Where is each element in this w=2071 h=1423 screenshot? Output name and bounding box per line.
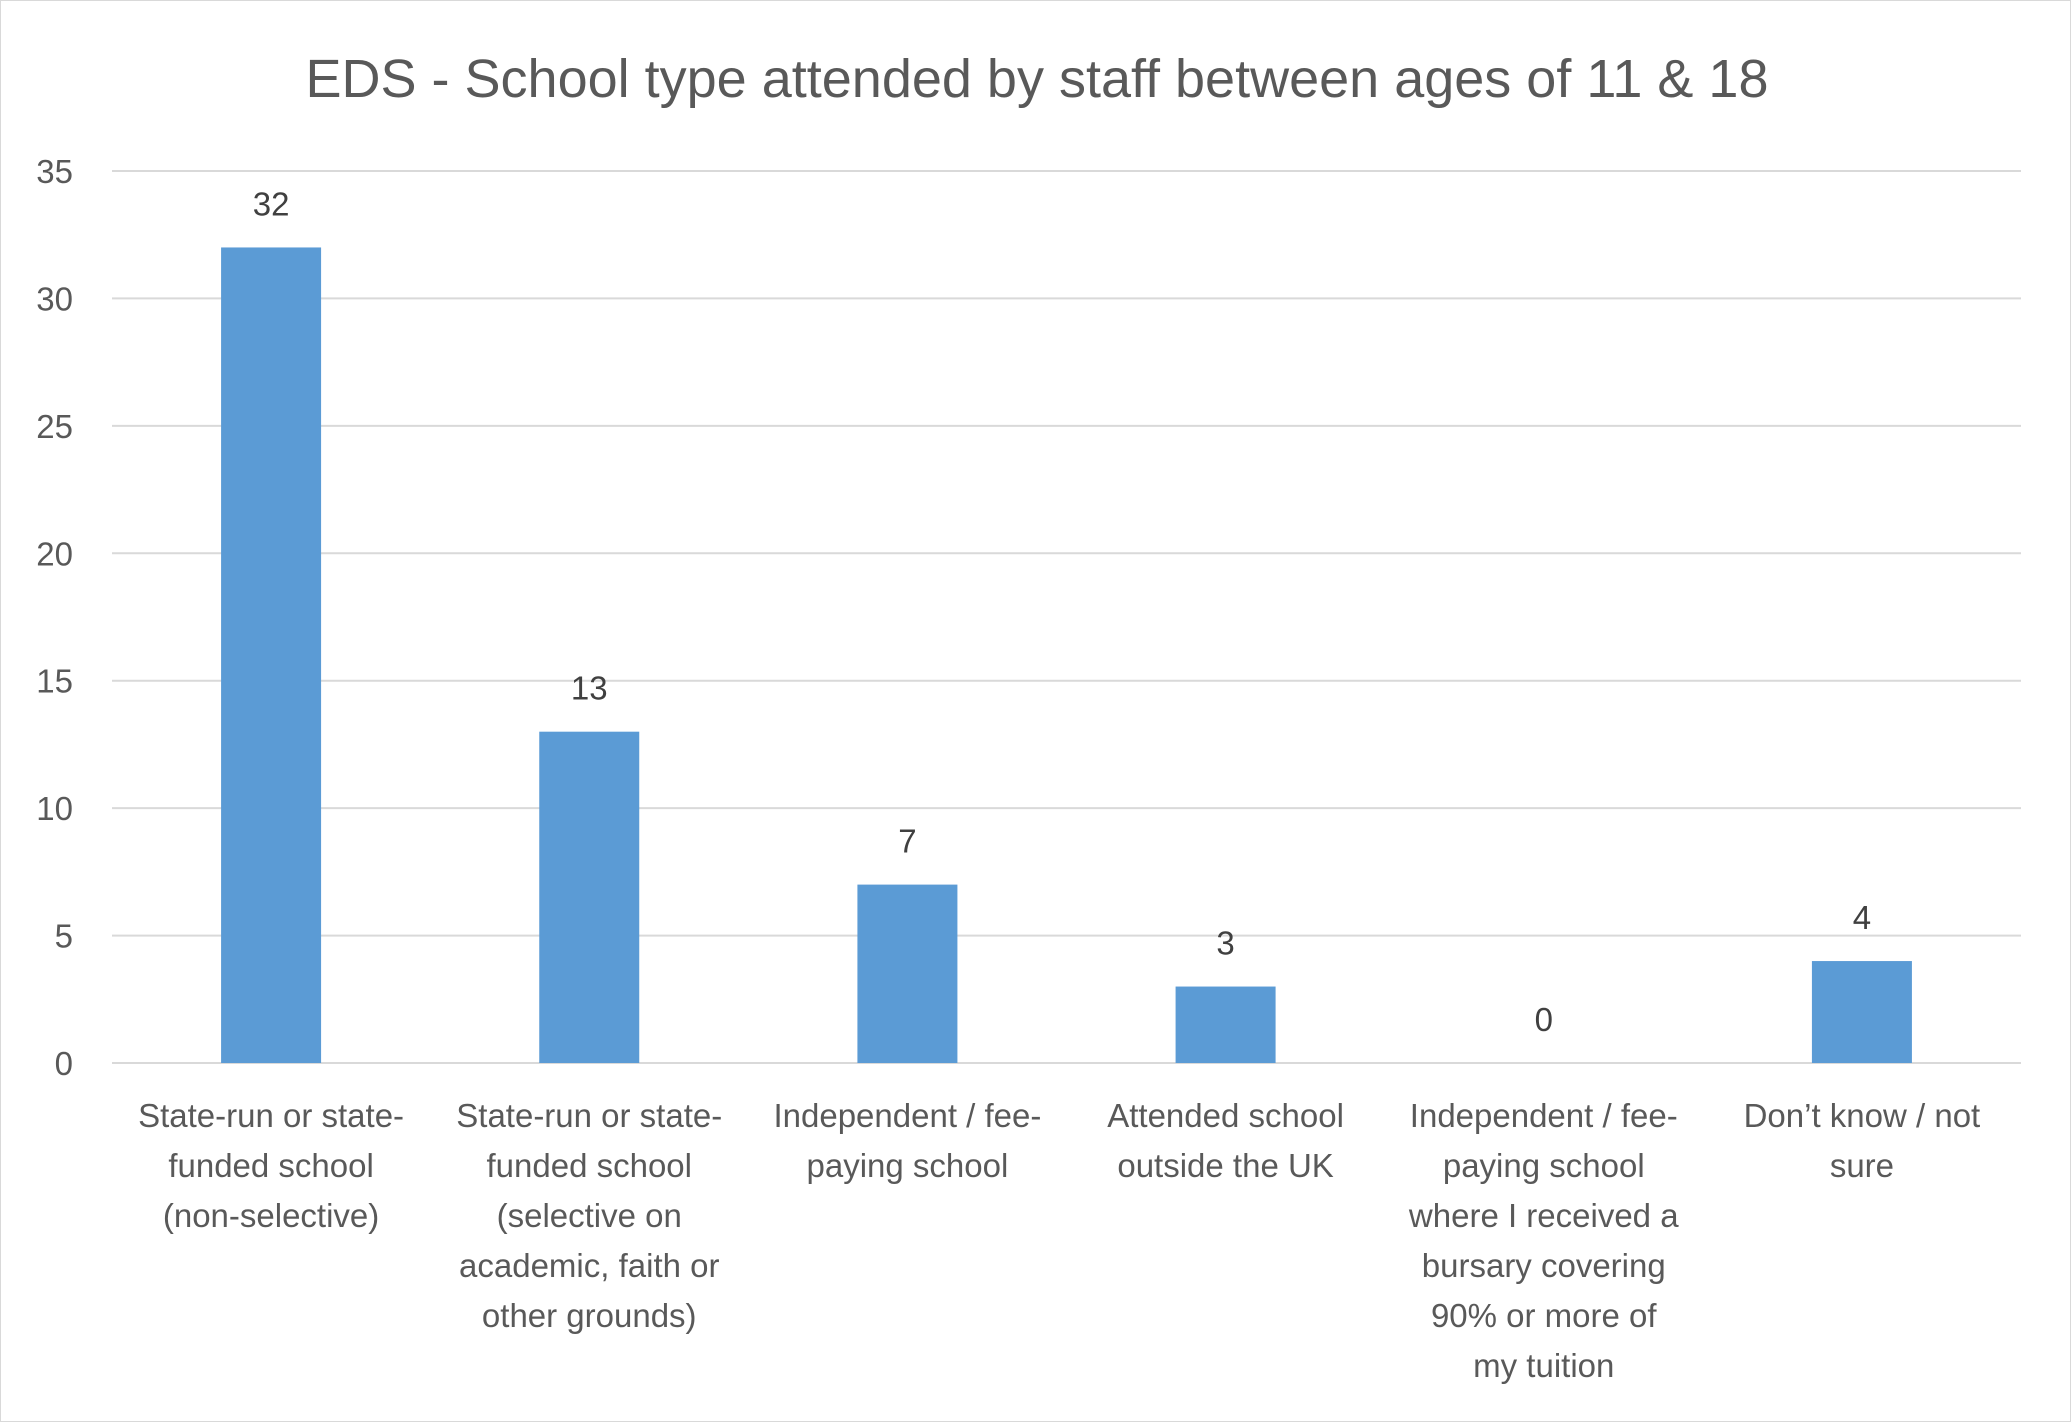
x-axis-categories: State-run or state-funded school (non-sel… xyxy=(138,1097,1980,1384)
x-category-label-line: State-run or state- xyxy=(456,1097,722,1134)
bar xyxy=(1175,986,1276,1063)
x-category-label-line: where I received a xyxy=(1408,1197,1679,1234)
x-category-label: State-run or state-funded school (non-sel… xyxy=(138,1097,404,1234)
data-label: 3 xyxy=(1216,925,1234,962)
x-category-label: State-run or state-funded school (selecti… xyxy=(456,1097,722,1334)
x-category-label-line: paying school xyxy=(1443,1147,1645,1184)
data-label: 7 xyxy=(898,823,916,860)
x-category-label-line: bursary covering xyxy=(1422,1247,1666,1284)
data-label: 13 xyxy=(571,670,608,707)
y-tick-label: 30 xyxy=(36,280,73,317)
bars xyxy=(221,247,1912,1063)
x-category-label-line: sure xyxy=(1830,1147,1894,1184)
y-tick-label: 20 xyxy=(36,535,73,572)
x-category-label: Independent / fee-paying school where I r… xyxy=(1408,1097,1679,1384)
y-tick-label: 25 xyxy=(36,408,73,445)
x-category-label-line: (selective on xyxy=(497,1197,682,1234)
gridlines xyxy=(112,170,2021,1064)
data-label: 4 xyxy=(1853,899,1871,936)
y-tick-label: 10 xyxy=(36,790,73,827)
y-tick-label: 0 xyxy=(55,1045,73,1082)
x-category-label-line: (non-selective) xyxy=(163,1197,379,1234)
x-category-label: Don’t know / not sure xyxy=(1744,1097,1981,1184)
x-category-label-line: funded school xyxy=(487,1147,693,1184)
x-category-label-line: academic, faith or xyxy=(459,1247,719,1284)
x-category-label-line: other grounds) xyxy=(482,1297,697,1334)
y-tick-label: 5 xyxy=(55,918,73,955)
x-category-label-line: State-run or state- xyxy=(138,1097,404,1134)
chart-title: EDS - School type attended by staff betw… xyxy=(306,49,1769,109)
bar xyxy=(1811,961,1912,1063)
y-tick-label: 35 xyxy=(36,153,73,190)
x-category-label-line: 90% or more of xyxy=(1431,1297,1657,1334)
x-category-label-line: Don’t know / not xyxy=(1744,1097,1981,1134)
data-labels: 32 13 7 3 0 4 xyxy=(253,185,1871,1038)
x-category-label-line: outside the UK xyxy=(1117,1147,1333,1184)
x-category-label: Independent / fee-paying school xyxy=(773,1097,1041,1184)
x-category-label-line: my tuition xyxy=(1473,1347,1614,1384)
bar xyxy=(539,731,640,1063)
data-label: 32 xyxy=(253,185,290,222)
x-category-label-line: Attended school xyxy=(1107,1097,1344,1134)
x-category-label-line: Independent / fee- xyxy=(1410,1097,1678,1134)
bar xyxy=(857,884,958,1063)
x-category-label-line: paying school xyxy=(807,1147,1009,1184)
y-axis-ticks: 0 5 10 15 20 25 30 35 xyxy=(36,153,73,1082)
x-category-label-line: funded school xyxy=(168,1147,374,1184)
bar xyxy=(221,247,322,1063)
x-category-label-line: Independent / fee- xyxy=(773,1097,1041,1134)
y-tick-label: 15 xyxy=(36,663,73,700)
x-category-label: Attended school outside the UK xyxy=(1107,1097,1344,1184)
data-label: 0 xyxy=(1535,1001,1553,1038)
